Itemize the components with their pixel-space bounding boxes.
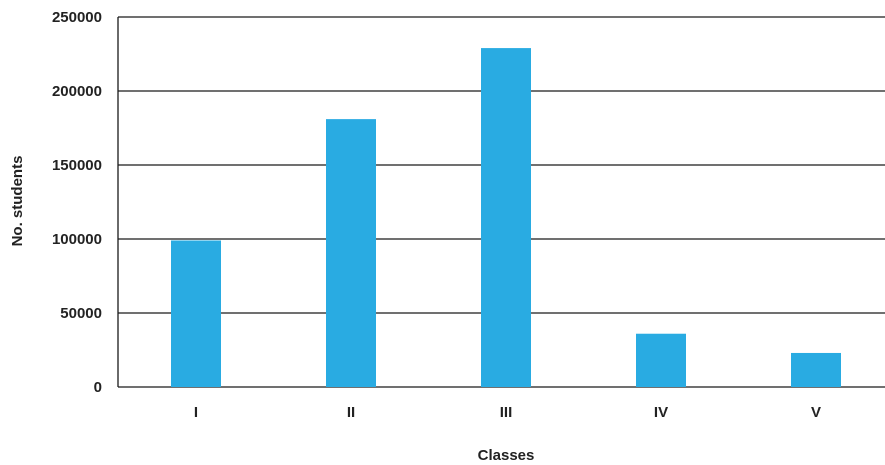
x-tick-label-II: II bbox=[347, 404, 355, 421]
bars bbox=[171, 48, 841, 388]
y-tick-label-50000: 50000 bbox=[60, 305, 102, 322]
bar-IV bbox=[636, 333, 686, 387]
x-tick-label-IV: IV bbox=[654, 404, 668, 421]
y-tick-label-0: 0 bbox=[94, 379, 102, 396]
y-tick-label-100000: 100000 bbox=[52, 231, 102, 248]
y-tick-label-200000: 200000 bbox=[52, 83, 102, 100]
bar-V bbox=[791, 352, 841, 387]
bar-III bbox=[481, 48, 531, 388]
y-axis-title: No. students bbox=[9, 156, 26, 247]
x-tick-labels: I II III IV V bbox=[194, 404, 821, 421]
x-tick-label-III: III bbox=[500, 404, 513, 421]
bar-I bbox=[171, 240, 221, 387]
y-tick-label-250000: 250000 bbox=[52, 9, 102, 26]
bar-II bbox=[326, 119, 376, 388]
x-axis-title: Classes bbox=[478, 447, 535, 464]
y-tick-labels: 0 50000 100000 150000 200000 250000 bbox=[52, 9, 102, 396]
y-tick-label-150000: 150000 bbox=[52, 157, 102, 174]
x-tick-label-V: V bbox=[811, 404, 821, 421]
x-tick-label-I: I bbox=[194, 404, 198, 421]
